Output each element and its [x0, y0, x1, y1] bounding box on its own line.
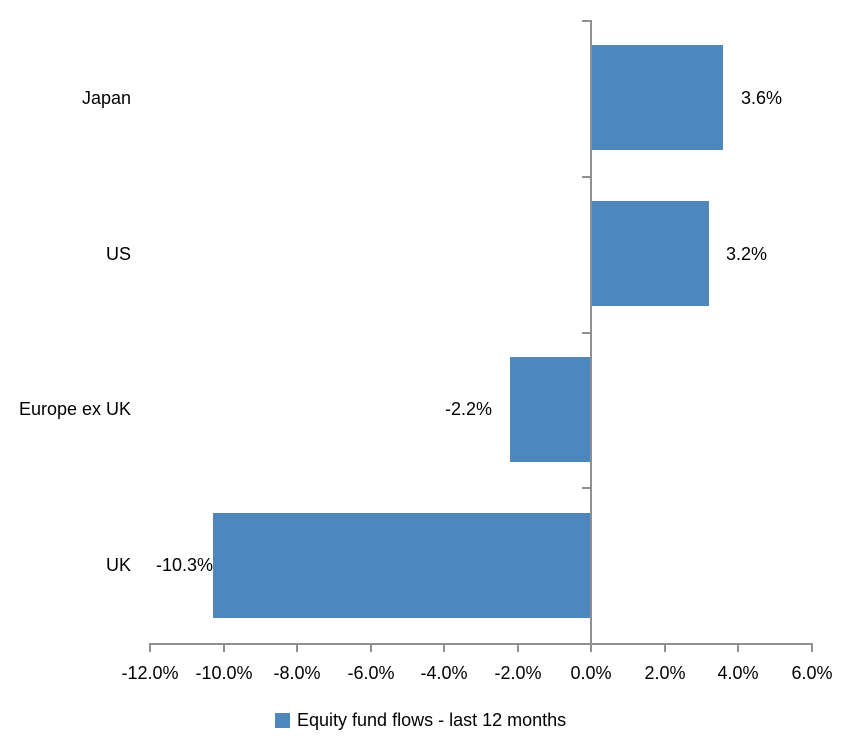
data-label-us: 3.2% [726, 244, 768, 264]
bar-japan [591, 45, 723, 150]
category-tick [582, 487, 590, 489]
legend-label: Equity fund flows - last 12 months [297, 710, 567, 730]
x-axis-tick [370, 645, 372, 652]
x-axis-tick-label: -12.0% [121, 663, 179, 683]
category-tick [582, 20, 590, 22]
y-axis-line [590, 20, 592, 645]
x-axis-tick-label: -8.0% [273, 663, 321, 683]
x-axis-tick [737, 645, 739, 652]
category-label-uk: UK [105, 555, 131, 575]
x-axis-tick [517, 645, 519, 652]
x-axis-tick [811, 645, 813, 652]
x-axis-tick [664, 645, 666, 652]
x-axis-tick-label: -10.0% [195, 663, 253, 683]
x-axis-tick [443, 645, 445, 652]
bar-us [591, 201, 709, 306]
data-label-uk: -10.3% [155, 555, 213, 575]
x-axis-tick-label: -6.0% [347, 663, 395, 683]
category-label-japan: Japan [81, 88, 131, 108]
category-tick [582, 176, 590, 178]
x-axis-tick [149, 645, 151, 652]
category-label-us: US [105, 244, 131, 264]
x-axis-tick-label: 6.0% [791, 663, 833, 683]
data-label-japan: 3.6% [741, 88, 783, 108]
x-axis-tick-label: 4.0% [717, 663, 759, 683]
data-label-europe-ex-uk: -2.2% [444, 399, 492, 419]
x-axis-tick [590, 645, 592, 652]
category-tick [582, 332, 590, 334]
x-axis-line [149, 643, 813, 645]
x-axis-tick-label: 0.0% [570, 663, 612, 683]
legend: Equity fund flows - last 12 months [275, 709, 566, 731]
bar-uk [213, 513, 592, 618]
x-axis-tick-label: -2.0% [494, 663, 542, 683]
x-axis-tick [296, 645, 298, 652]
x-axis-tick [223, 645, 225, 652]
x-axis-tick-label: -4.0% [420, 663, 468, 683]
legend-swatch-icon [275, 712, 290, 728]
category-label-europe-ex-uk: Europe ex UK [18, 399, 131, 419]
bar-europe-ex-uk [510, 357, 591, 462]
x-axis-tick-label: 2.0% [644, 663, 686, 683]
